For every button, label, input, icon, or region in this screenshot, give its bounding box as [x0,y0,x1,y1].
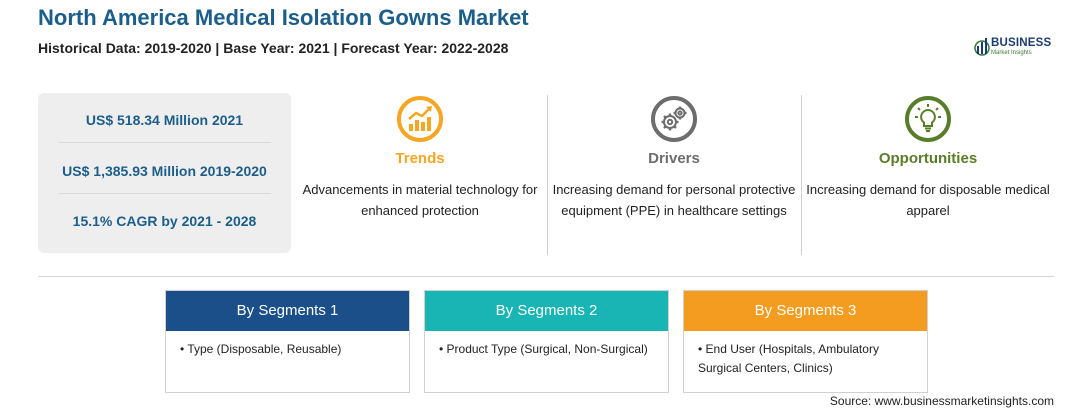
market-stats-panel: US$ 518.34 Million 2021 US$ 1,385.93 Mil… [38,93,291,253]
page-title: North America Medical Isolation Gowns Ma… [38,5,529,30]
segment-1-header: By Segments 1 [166,291,409,331]
lightbulb-icon [904,95,952,143]
column-divider [801,95,802,255]
segment-2-header: By Segments 2 [425,291,668,331]
column-divider [547,95,548,255]
trending-up-chart-icon [396,95,444,143]
bar-chart-globe-icon [974,38,990,56]
segment-3-text: • End User (Hospitals, Ambulatory Surgic… [698,342,879,375]
logo-name: BUSINESS [991,37,1052,49]
opportunities-text: Increasing demand for disposable medical… [806,182,1050,218]
segment-2-text: • Product Type (Surgical, Non-Surgical) [439,342,648,356]
stat-cagr: 15.1% CAGR by 2021 - 2028 [72,213,257,229]
segment-card-2: By Segments 2 • Product Type (Surgical, … [424,290,669,393]
segment-3-header: By Segments 3 [684,291,927,331]
page-subtitle: Historical Data: 2019-2020 | Base Year: … [38,40,509,56]
opportunities-title: Opportunities [878,150,978,167]
section-divider [38,276,1054,277]
drivers-text: Increasing demand for personal protectiv… [552,182,796,218]
trends-title: Trends [395,150,445,167]
segment-card-1: By Segments 1 • Type (Disposable, Reusab… [165,290,410,393]
gears-icon [650,95,698,143]
source-credit: Source: www.businessmarketinsights.com [829,394,1054,408]
trends-text: Advancements in material technology for … [302,182,538,218]
drivers-title: Drivers [648,150,700,167]
logo-tagline: Market Insights [991,50,1032,56]
stat-divider [58,193,271,194]
segment-1-text: • Type (Disposable, Reusable) [180,342,342,356]
stat-market-value-2021: US$ 518.34 Million 2021 [85,112,244,128]
stat-market-value-historical: US$ 1,385.93 Million 2019-2020 [62,163,267,179]
segment-card-3: By Segments 3 • End User (Hospitals, Amb… [683,290,928,393]
business-market-insights-logo[interactable]: BUSINESS Market Insights [974,34,1064,60]
stat-divider [58,142,271,143]
